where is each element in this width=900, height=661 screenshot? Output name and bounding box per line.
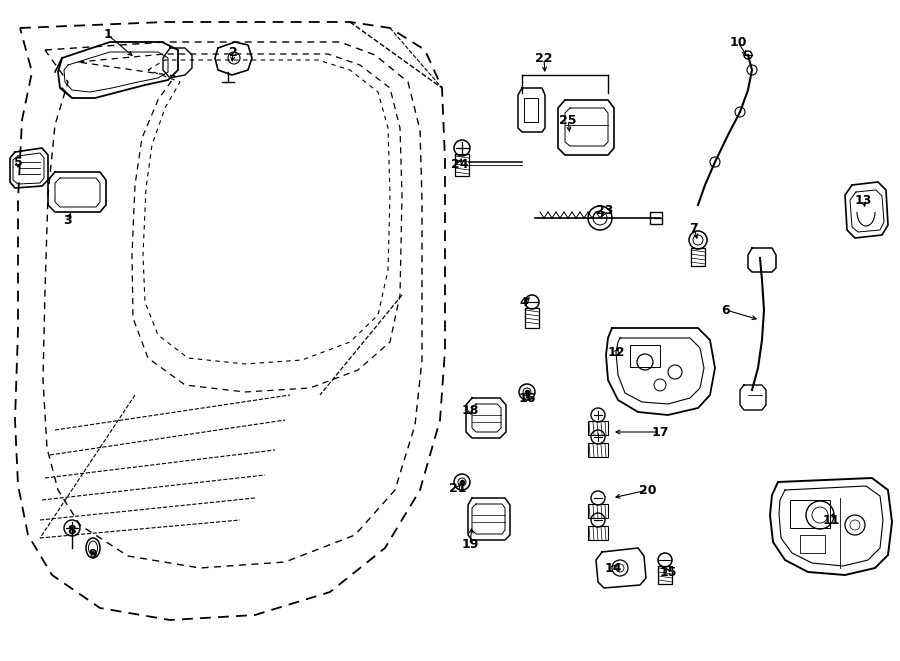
Text: 19: 19 [462,539,479,551]
Bar [455,154,469,176]
Text: 17: 17 [652,426,669,438]
Text: 18: 18 [462,403,479,416]
Text: 9: 9 [89,549,97,561]
Text: 20: 20 [639,483,657,496]
Bar [691,248,705,266]
Text: 11: 11 [823,514,840,527]
Bar [658,566,672,584]
Text: 24: 24 [451,159,469,171]
Text: 16: 16 [518,391,536,405]
Bar [524,98,538,122]
Bar [630,345,660,367]
Text: 21: 21 [449,481,467,494]
Text: 1: 1 [104,28,112,42]
Text: 23: 23 [597,204,614,217]
Bar [588,504,608,518]
Text: 5: 5 [14,157,22,169]
Text: 6: 6 [722,303,730,317]
Text: 15: 15 [659,566,677,578]
Text: 14: 14 [604,561,622,574]
Text: 8: 8 [68,524,76,537]
Text: 25: 25 [559,114,577,126]
Text: 12: 12 [608,346,625,360]
Bar [525,308,539,328]
Text: 4: 4 [519,297,528,309]
Text: 2: 2 [229,46,238,59]
Bar [790,500,830,528]
Text: 7: 7 [689,221,698,235]
Bar [650,212,662,224]
Bar [800,535,825,553]
Circle shape [523,388,531,396]
Text: 3: 3 [64,214,72,227]
Text: 13: 13 [854,194,872,206]
Bar [588,526,608,540]
Text: 22: 22 [536,52,553,65]
Bar [588,443,608,457]
Text: 10: 10 [729,36,747,48]
Bar [588,421,608,435]
